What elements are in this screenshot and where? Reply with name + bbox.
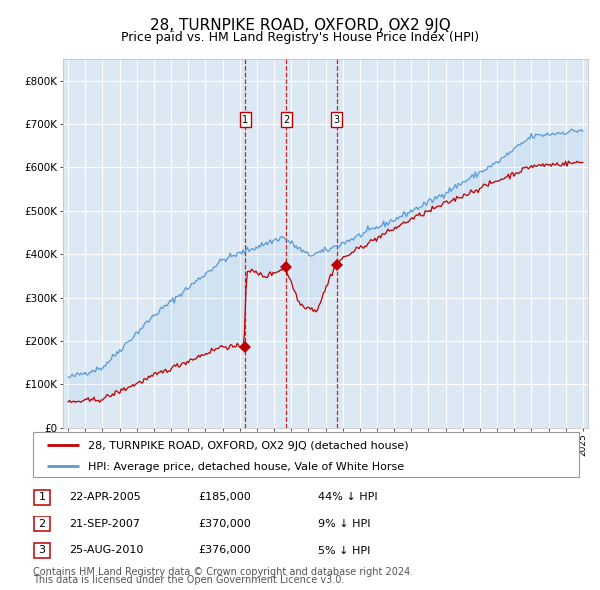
Text: HPI: Average price, detached house, Vale of White Horse: HPI: Average price, detached house, Vale… (88, 461, 404, 471)
Text: 5% ↓ HPI: 5% ↓ HPI (318, 546, 370, 555)
Text: 22-APR-2005: 22-APR-2005 (69, 493, 141, 502)
Text: 2: 2 (38, 519, 46, 529)
Text: 28, TURNPIKE ROAD, OXFORD, OX2 9JQ: 28, TURNPIKE ROAD, OXFORD, OX2 9JQ (149, 18, 451, 32)
Text: 44% ↓ HPI: 44% ↓ HPI (318, 493, 377, 502)
Text: 1: 1 (242, 114, 248, 124)
Text: 1: 1 (38, 493, 46, 502)
Text: Contains HM Land Registry data © Crown copyright and database right 2024.: Contains HM Land Registry data © Crown c… (33, 567, 413, 577)
Text: £370,000: £370,000 (198, 519, 251, 529)
Text: 9% ↓ HPI: 9% ↓ HPI (318, 519, 371, 529)
Text: 28, TURNPIKE ROAD, OXFORD, OX2 9JQ (detached house): 28, TURNPIKE ROAD, OXFORD, OX2 9JQ (deta… (88, 441, 408, 451)
Text: £376,000: £376,000 (198, 546, 251, 555)
Text: This data is licensed under the Open Government Licence v3.0.: This data is licensed under the Open Gov… (33, 575, 344, 585)
Text: 25-AUG-2010: 25-AUG-2010 (69, 546, 143, 555)
Text: 3: 3 (334, 114, 340, 124)
Text: 2: 2 (283, 114, 290, 124)
Text: 3: 3 (38, 546, 46, 555)
Text: Price paid vs. HM Land Registry's House Price Index (HPI): Price paid vs. HM Land Registry's House … (121, 31, 479, 44)
Text: £185,000: £185,000 (198, 493, 251, 502)
Text: 21-SEP-2007: 21-SEP-2007 (69, 519, 140, 529)
